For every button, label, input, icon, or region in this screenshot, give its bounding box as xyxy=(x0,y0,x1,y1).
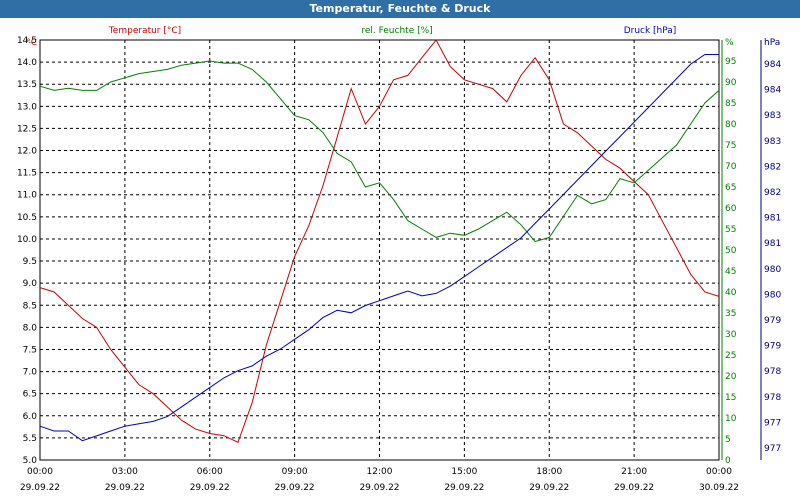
chart-title: Temperatur, Feuchte & Druck xyxy=(0,0,800,18)
legend-label: rel. Feuchte [%] xyxy=(361,26,432,36)
y-left-tick-label: 5.0 xyxy=(23,456,38,466)
y-left-tick-label: 10.0 xyxy=(17,235,37,245)
y-mid-tick-label: 60 xyxy=(725,204,737,214)
x-tick-date: 30.09.22 xyxy=(699,483,739,493)
y-left-tick-label: 8.5 xyxy=(23,301,37,311)
y-mid-tick-label: 75 xyxy=(725,141,736,151)
axes: 5.0 5.5 6.0 6.5 7.0 7.5 8.0 8.5 9.0 9.5 10.0 10.5 11… xyxy=(17,26,781,493)
chart: 5.0 5.5 6.0 6.5 7.0 7.5 8.0 8.5 9.0 9.5 10.0 10.5 11… xyxy=(17,26,781,493)
y-left-tick-label: 5.5 xyxy=(23,434,37,444)
series-line xyxy=(39,60,720,243)
y-right-tick-label: 980 xyxy=(764,290,781,300)
y-left-tick-label: 7.5 xyxy=(23,345,37,355)
y-left-tick-label: 13.0 xyxy=(17,102,37,112)
y-right-tick-label: 982 xyxy=(764,162,781,172)
y-mid-tick-label: 65 xyxy=(725,183,736,193)
y-left-tick-label: 14.0 xyxy=(17,58,37,68)
y-right-unit: hPa xyxy=(764,38,780,48)
y-mid-tick-label: 40 xyxy=(725,288,737,298)
y-right-tick-label: 983 xyxy=(764,137,781,147)
x-tick-time: 00:00 xyxy=(27,467,53,477)
y-mid-tick-label: 15 xyxy=(725,393,736,403)
x-tick-time: 12:00 xyxy=(367,467,393,477)
y-right-tick-label: 983 xyxy=(764,111,781,121)
y-left-tick-label: 11.0 xyxy=(17,191,37,201)
x-tick-date: 29.09.22 xyxy=(275,483,315,493)
y-left-tick-label: 7.0 xyxy=(23,368,38,378)
x-tick-time: 03:00 xyxy=(112,467,138,477)
y-left-tick-label: 12.0 xyxy=(17,147,37,157)
y-right-tick-label: 982 xyxy=(764,188,781,198)
y-mid-tick-label: 45 xyxy=(725,267,736,277)
y-left-tick-label: 9.5 xyxy=(23,257,37,267)
y-mid-tick-label: 25 xyxy=(725,351,736,361)
x-tick-time: 18:00 xyxy=(536,467,562,477)
y-left-tick-label: 10.5 xyxy=(17,213,37,223)
y-left-tick-label: 6.5 xyxy=(23,390,37,400)
y-mid-tick-label: 35 xyxy=(725,309,736,319)
y-left-tick-label: 12.5 xyxy=(17,124,37,134)
y-mid-tick-label: 5 xyxy=(725,435,731,445)
x-tick-date: 29.09.22 xyxy=(529,483,569,493)
series-lines xyxy=(39,39,720,443)
y-mid-tick-label: 90 xyxy=(725,78,737,88)
x-tick-time: 06:00 xyxy=(197,467,223,477)
legend-label: Temperatur [°C] xyxy=(108,26,181,36)
x-tick-date: 29.09.22 xyxy=(614,483,654,493)
y-left-tick-label: 6.0 xyxy=(23,412,38,422)
series-line xyxy=(39,54,719,442)
y-right-tick-label: 984 xyxy=(764,60,781,70)
y-mid-tick-label: 95 xyxy=(725,57,736,67)
y-mid-tick-label: 30 xyxy=(725,330,737,340)
y-right-tick-label: 981 xyxy=(764,214,781,224)
y-left-tick-label: 11.5 xyxy=(17,169,37,179)
x-tick-date: 29.09.22 xyxy=(105,483,145,493)
x-tick-date: 29.09.22 xyxy=(444,483,484,493)
y-mid-tick-label: 80 xyxy=(725,120,737,130)
y-mid-tick-label: 70 xyxy=(725,162,737,172)
y-mid-unit: % xyxy=(725,38,734,48)
y-left-unit: °C xyxy=(26,38,37,48)
x-tick-time: 21:00 xyxy=(621,467,647,477)
y-right-tick-label: 977 xyxy=(764,418,781,428)
y-left-tick-label: 8.0 xyxy=(23,323,38,333)
y-right-tick-label: 978 xyxy=(764,393,781,403)
legend-label: Druck [hPa] xyxy=(624,26,677,36)
x-tick-date: 29.09.22 xyxy=(190,483,230,493)
y-left-tick-label: 13.5 xyxy=(17,80,37,90)
y-mid-tick-label: 50 xyxy=(725,246,737,256)
grid-lines xyxy=(39,39,720,461)
y-right-tick-label: 979 xyxy=(764,342,781,352)
y-right-tick-label: 981 xyxy=(764,239,781,249)
x-tick-time: 15:00 xyxy=(451,467,477,477)
y-right-tick-label: 980 xyxy=(764,265,781,275)
y-mid-tick-label: 85 xyxy=(725,99,736,109)
y-mid-tick-label: 20 xyxy=(725,372,737,382)
x-tick-date: 29.09.22 xyxy=(359,483,399,493)
x-tick-date: 29.09.22 xyxy=(20,483,60,493)
y-right-tick-label: 977 xyxy=(764,444,781,454)
y-mid-tick-label: 0 xyxy=(725,456,731,466)
y-mid-tick-label: 55 xyxy=(725,225,736,235)
y-right-tick-label: 978 xyxy=(764,367,781,377)
y-right-tick-label: 979 xyxy=(764,316,781,326)
y-right-tick-label: 984 xyxy=(764,86,781,96)
series-line xyxy=(39,39,720,443)
x-tick-time: 09:00 xyxy=(282,467,308,477)
y-left-tick-label: 9.0 xyxy=(23,279,38,289)
y-mid-tick-label: 10 xyxy=(725,414,737,424)
y-left-tick-label: 14.5 xyxy=(17,36,37,46)
x-tick-time: 00:00 xyxy=(706,467,732,477)
